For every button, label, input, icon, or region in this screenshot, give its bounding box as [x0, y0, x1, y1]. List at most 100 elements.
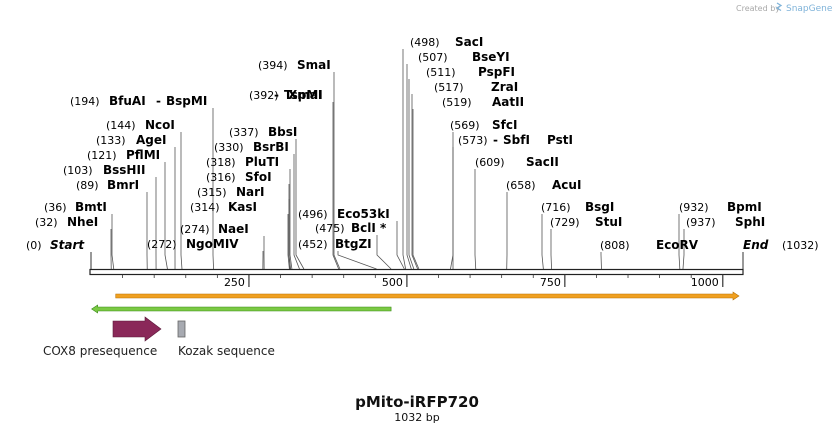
kozak-box-icon: [177, 320, 186, 338]
site-leader-bfuai: [212, 108, 214, 270]
site-leader-pflmi: [164, 162, 168, 270]
legend-label-cox8: COX8 presequence: [43, 344, 157, 358]
site-leader-bsrbi: [293, 154, 300, 270]
site-position-start: (0): [26, 239, 42, 252]
map-title: pMito-iRFP720: [355, 393, 479, 411]
site-leader-ncoi: [180, 132, 183, 270]
legend-item-cox8: COX8 presequence: [43, 316, 162, 358]
site-leader-zrai: [411, 94, 419, 270]
site-position-sfoi: (316): [206, 171, 236, 184]
snapgene-logo-icon: [775, 2, 783, 12]
site-position-naei: (274): [180, 223, 210, 236]
site-name-bcli: BclI *: [351, 221, 387, 235]
site-position-bmri: (89): [76, 179, 99, 192]
site-name-sbfi: SbfI: [503, 133, 530, 147]
site-leader-kasi: [287, 214, 290, 270]
ruler-tick-label: 500: [382, 276, 403, 289]
site-leader-bcli: [376, 235, 392, 270]
site-name-acui: AcuI: [552, 178, 581, 192]
site-leader-bsgi: [541, 214, 544, 270]
site-name-end: End: [743, 238, 769, 252]
site-position-bbsi: (337): [229, 126, 259, 139]
site-name-bmti: BmtI: [75, 200, 107, 214]
site-separator-xmai: -: [274, 88, 279, 102]
backbone: [89, 268, 744, 276]
site-leader-sacii: [474, 169, 477, 270]
site-position-ngomiv: (272): [147, 238, 177, 251]
site-name-sphi: SphI: [735, 215, 765, 229]
site-position-bpmi: (932): [679, 201, 709, 214]
site-position-nhei: (32): [35, 216, 58, 229]
site-name-eco53ki: Eco53kI: [337, 207, 390, 221]
site-name-naei: NaeI: [218, 222, 249, 236]
site-leader-bmti: [111, 214, 115, 270]
site-position-bsshii: (103): [63, 164, 93, 177]
site-name-agei: AgeI: [136, 133, 166, 147]
site-position-sphi: (937): [686, 216, 716, 229]
site-position-pluti: (318): [206, 156, 236, 169]
ruler: 250 500 750 1000: [122, 274, 724, 289]
site-position-nari: (315): [197, 186, 227, 199]
site-position-pspfi: (511): [426, 66, 456, 79]
site-leader-xmai: [332, 102, 340, 270]
site-position-saci: (498): [410, 36, 440, 49]
legend-item-kozak: Kozak sequence: [177, 320, 275, 358]
site-name-ncoi: NcoI: [145, 118, 175, 132]
site-position-smai: (394): [258, 59, 288, 72]
site-leader-stui: [550, 229, 552, 270]
feature-arrows: [91, 291, 740, 314]
site-leader-lines: [90, 49, 744, 270]
site-position-acui: (658): [506, 179, 536, 192]
site-position-bmti: (36): [44, 201, 67, 214]
ruler-tick-label: 250: [224, 276, 245, 289]
site-position-agei: (133): [96, 134, 126, 147]
site-name-sfci: SfcI: [492, 118, 517, 132]
site-name-bpmi: BpmI: [727, 200, 762, 214]
site-position-zrai: (517): [434, 81, 464, 94]
site-position-bsgi: (716): [541, 201, 571, 214]
site-name-smai: SmaI: [297, 58, 331, 72]
site-name-bfuai: BfuAI: [109, 94, 146, 108]
site-position-xmai: (392): [249, 89, 279, 102]
site-name-bspmi: BspMI: [166, 94, 207, 108]
site-position-bcli: (475): [315, 222, 345, 235]
site-position-sacii: (609): [475, 156, 505, 169]
legend: COX8 presequence Kozak sequence: [43, 316, 275, 358]
site-position-kasi: (314): [190, 201, 220, 214]
site-leader-aatii: [412, 109, 420, 270]
ruler-tick-label: 750: [540, 276, 561, 289]
site-name-bsgi: BsgI: [585, 200, 614, 214]
site-position-eco53ki: (496): [298, 208, 328, 221]
site-leader-pluti: [289, 169, 293, 270]
site-name-aatii: AatII: [492, 95, 524, 109]
site-name-stui: StuI: [595, 215, 622, 229]
cox8-arrow-icon: [112, 316, 162, 342]
site-position-ncoi: (144): [106, 119, 136, 132]
site-name-start: Start: [50, 238, 85, 252]
site-name-btgzi: BtgZI: [335, 237, 372, 251]
site-position-bsrbi: (330): [214, 141, 244, 154]
site-name-bbsi: BbsI: [268, 125, 297, 139]
site-name-bmri: BmrI: [107, 178, 139, 192]
site-name-sfoi: SfoI: [245, 170, 272, 184]
site-leader-bpmi: [678, 214, 681, 270]
watermark-brand: SnapGene: [786, 4, 833, 14]
site-separator-bfuai: -: [156, 94, 161, 108]
site-position-stui: (729): [550, 216, 580, 229]
site-name-pluti: PluTI: [245, 155, 279, 169]
site-name-psti: PstI: [547, 133, 573, 147]
site-leader-pspfi: [408, 79, 415, 270]
site-name-kasi: KasI: [228, 200, 257, 214]
site-leader-bseyi: [406, 64, 412, 270]
site-name-saci: SacI: [455, 35, 483, 49]
site-position-psti: (573): [458, 134, 488, 147]
site-name-bsshii: BssHII: [103, 163, 145, 177]
site-position-pflmi: (121): [87, 149, 117, 162]
site-name-bsrbi: BsrBI: [253, 140, 289, 154]
site-position-bfuai: (194): [70, 95, 100, 108]
legend-label-kozak: Kozak sequence: [178, 344, 275, 358]
site-position-bseyi: (507): [418, 51, 448, 64]
site-position-sfci: (569): [450, 119, 480, 132]
site-name-nari: NarI: [236, 185, 265, 199]
